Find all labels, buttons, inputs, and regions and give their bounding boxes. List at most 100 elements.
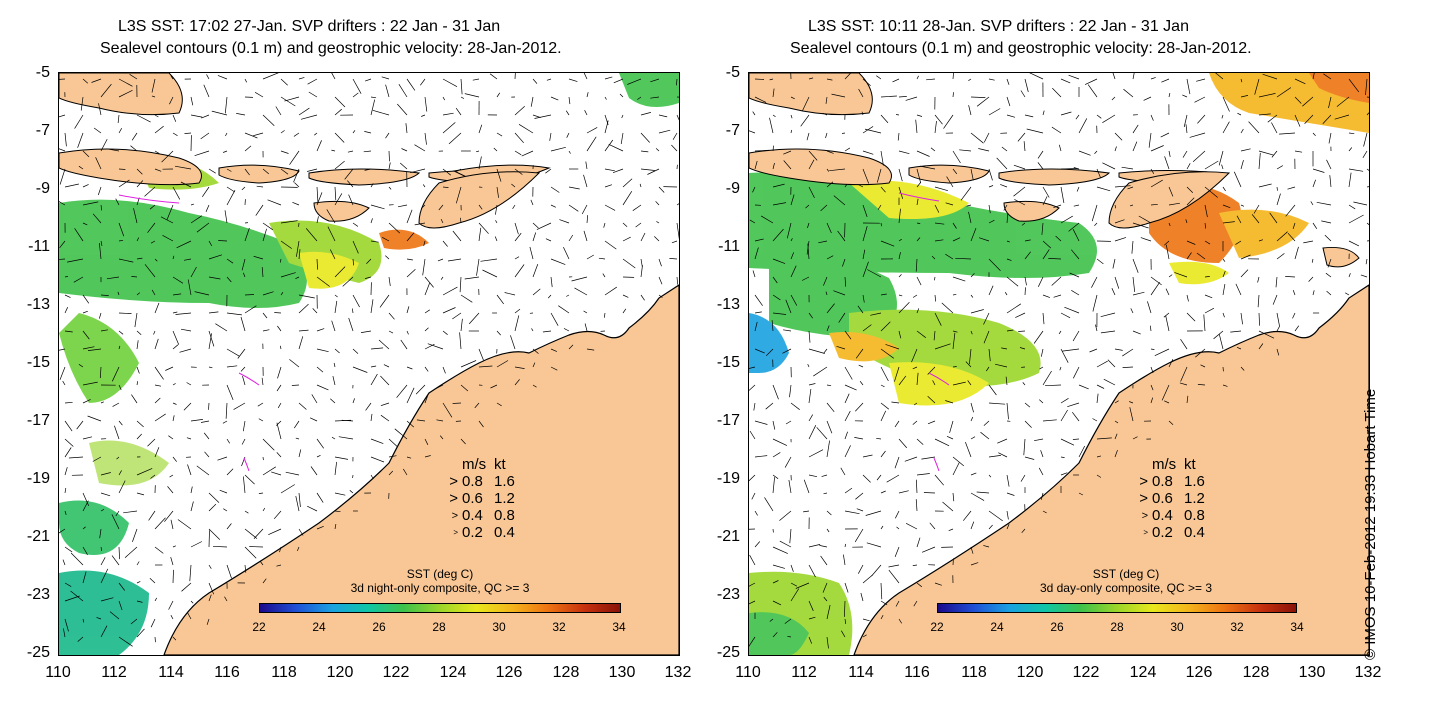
- velocity-vector: [802, 96, 810, 112]
- velocity-vector: [398, 84, 408, 98]
- velocity-vector: [118, 89, 133, 98]
- velocity-vector: [204, 451, 210, 458]
- velocity-vector: [168, 600, 174, 610]
- velocity-vector: [765, 402, 774, 410]
- velocity-vector: [184, 132, 192, 134]
- velocity-vector: [880, 582, 883, 600]
- velocity-vector: [399, 162, 408, 170]
- velocity-vector: [1222, 284, 1226, 296]
- velocity-vector: [352, 348, 359, 354]
- velocity-vector: [1353, 201, 1368, 206]
- arrow-icon: >: [449, 473, 458, 490]
- velocity-vector: [253, 255, 264, 260]
- velocity-vector: [807, 363, 810, 368]
- velocity-vector: [808, 312, 813, 319]
- legend-ms: 0.2: [462, 524, 483, 541]
- velocity-vector: [131, 276, 138, 278]
- velocity-vector: [1192, 150, 1206, 163]
- velocity-vector: [826, 384, 832, 387]
- velocity-vector: [514, 168, 523, 175]
- velocity-vector: [136, 366, 140, 374]
- velocity-vector: [352, 258, 354, 266]
- velocity-vector: [1132, 291, 1145, 296]
- velocity-vector: [1034, 438, 1044, 442]
- velocity-vector: [424, 327, 429, 332]
- x-tick: 116: [214, 664, 240, 681]
- velocity-vector: [808, 616, 816, 620]
- velocity-vector: [880, 222, 882, 227]
- velocity-vector: [136, 600, 143, 603]
- velocity-vector: [880, 525, 884, 530]
- velocity-vector: [880, 410, 887, 422]
- velocity-vector: [1042, 110, 1045, 116]
- velocity-vector: [1094, 222, 1098, 226]
- velocity-vector: [898, 150, 910, 155]
- velocity-vector: [203, 84, 210, 98]
- velocity-vector: [1204, 294, 1213, 299]
- velocity-vector: [172, 132, 178, 137]
- velocity-vector: [772, 88, 775, 98]
- velocity-vector: [464, 93, 480, 98]
- y-tick: -23: [26, 586, 50, 603]
- velocity-vector: [262, 168, 270, 175]
- velocity-vector: [916, 182, 921, 188]
- velocity-vector: [608, 143, 624, 152]
- x-tick: 122: [382, 664, 410, 681]
- velocity-vector: [341, 419, 354, 422]
- x-tick: 132: [664, 664, 692, 681]
- velocity-vector: [790, 294, 798, 306]
- velocity-vector: [933, 330, 936, 341]
- velocity-vector: [1304, 114, 1314, 125]
- velocity-vector: [136, 581, 141, 584]
- y-tick: -5: [35, 64, 50, 81]
- velocity-vector: [1112, 258, 1116, 269]
- velocity-vector: [478, 227, 482, 242]
- velocity-vector: [298, 528, 304, 536]
- velocity-vector: [316, 258, 318, 270]
- velocity-vector: [1062, 348, 1080, 352]
- velocity-vector: [1251, 214, 1260, 224]
- velocity-vector: [836, 345, 846, 350]
- velocity-vector: [316, 276, 330, 287]
- velocity-vector: [274, 312, 282, 314]
- velocity-vector: [583, 174, 588, 188]
- velocity-vector: [862, 294, 865, 303]
- velocity-vector: [1276, 231, 1288, 242]
- x-tick: 126: [495, 664, 523, 681]
- land-islands: [59, 73, 551, 229]
- velocity-vector: [271, 471, 282, 476]
- velocity-vector: [1096, 114, 1102, 119]
- velocity-vector: [1328, 96, 1332, 109]
- velocity-vector: [876, 437, 882, 440]
- velocity-vector: [865, 510, 882, 516]
- velocity-vector: [844, 410, 851, 422]
- velocity-vector: [154, 546, 164, 554]
- y-tick: -25: [716, 644, 740, 661]
- colorbar-tick: 34: [1290, 620, 1304, 634]
- velocity-vector: [256, 185, 264, 188]
- velocity-vector: [1096, 384, 1105, 389]
- velocity-vector: [1258, 312, 1260, 326]
- velocity-vector: [1114, 185, 1131, 188]
- velocity-vector: [244, 145, 252, 152]
- velocity-vector: [452, 312, 462, 320]
- velocity-vector: [100, 597, 114, 602]
- velocity-vector: [1174, 272, 1188, 278]
- velocity-vector: [583, 230, 588, 242]
- velocity-vector: [808, 425, 817, 440]
- velocity-vector: [370, 438, 384, 444]
- velocity-vector: [1006, 510, 1009, 520]
- velocity-vector: [148, 510, 156, 521]
- velocity-vector: [826, 255, 834, 260]
- velocity-vector: [452, 402, 462, 404]
- velocity-vector: [136, 561, 140, 566]
- velocity-vector: [468, 312, 480, 325]
- velocity-vector: [880, 95, 897, 98]
- credit-text: © IMOS 10-Feb-2012 19:33 Hobart Time: [1362, 388, 1379, 660]
- velocity-vector: [190, 486, 193, 494]
- velocity-vector: [87, 415, 102, 422]
- velocity-vector: [82, 201, 99, 206]
- velocity-vector: [241, 186, 246, 191]
- velocity-vector: [825, 96, 828, 104]
- velocity-vector: [394, 428, 408, 440]
